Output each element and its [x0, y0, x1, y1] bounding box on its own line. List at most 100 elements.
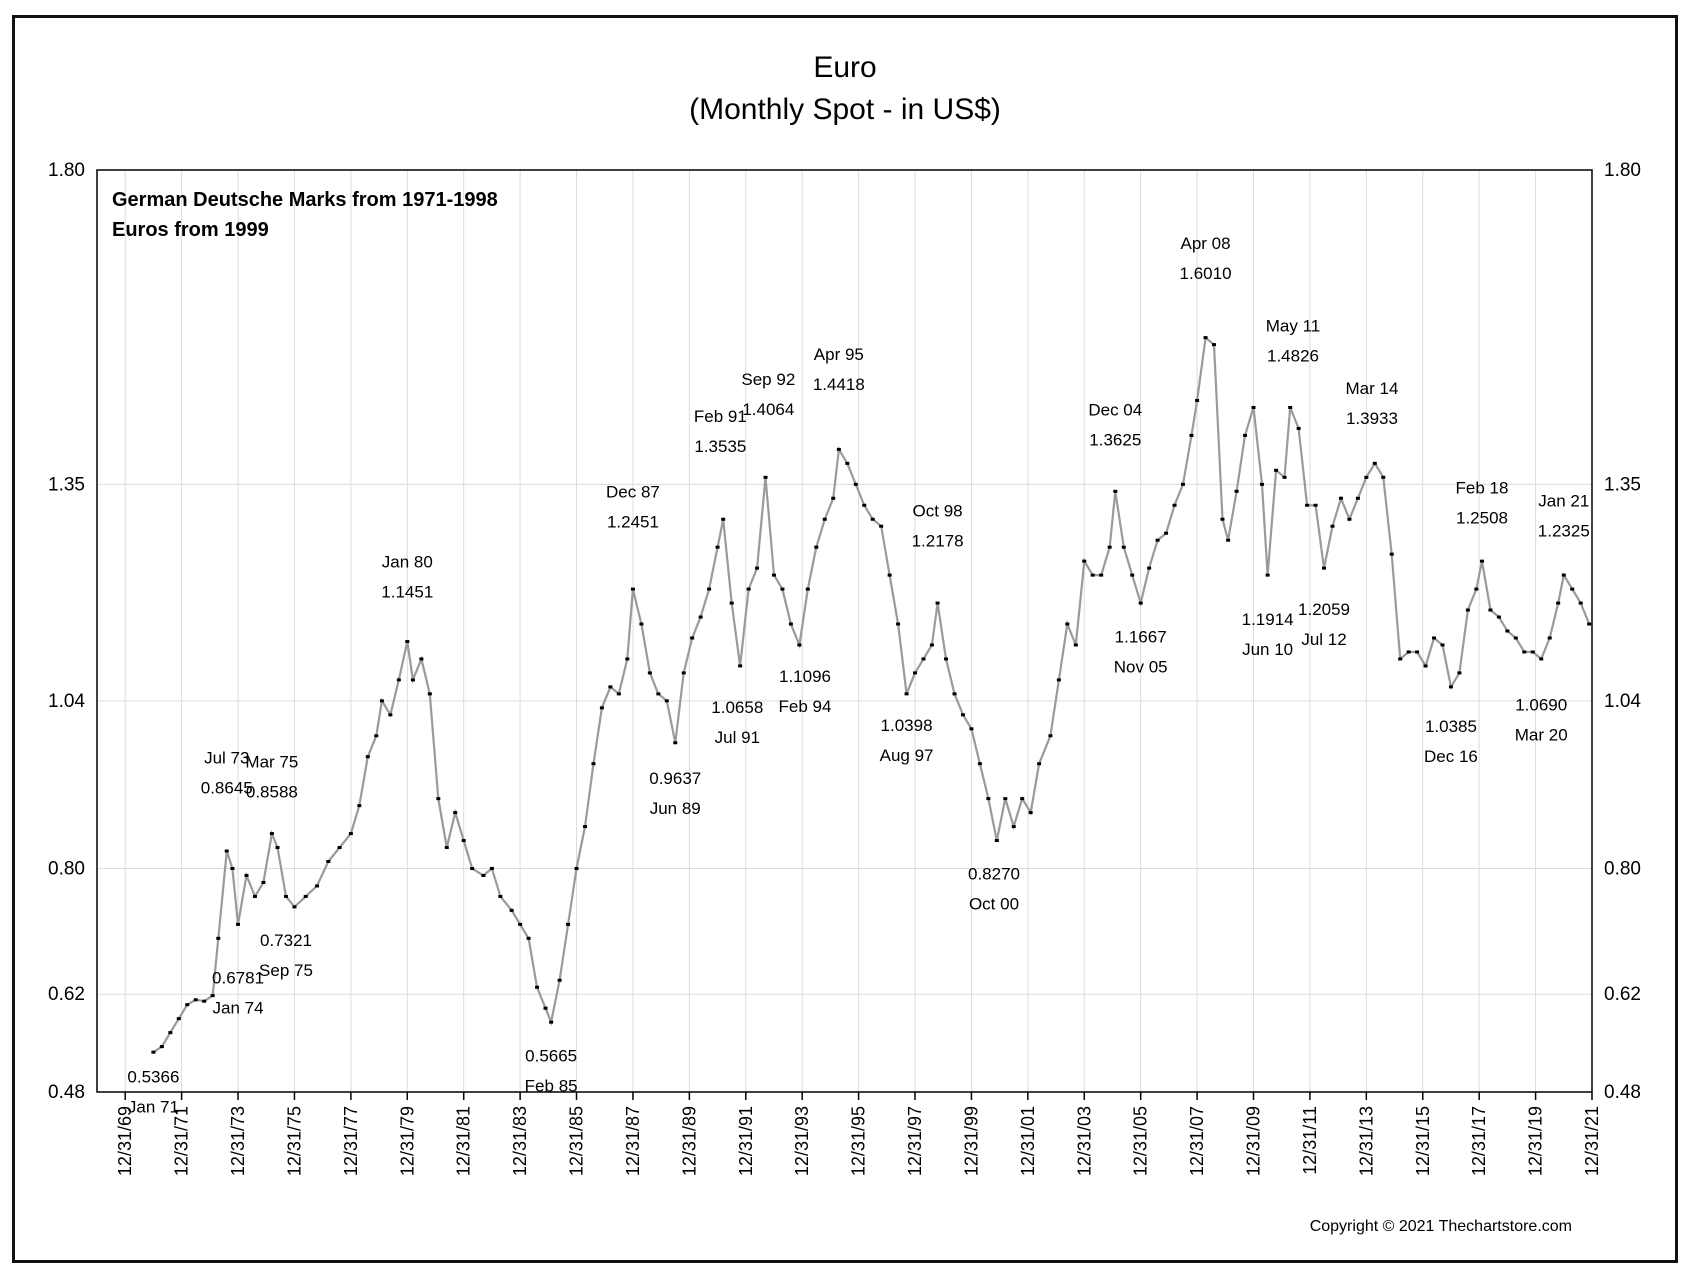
data-point: [283, 894, 288, 898]
chart-note-euros: Euros from 1999: [112, 219, 269, 241]
x-tick-label: 12/31/01: [1018, 1106, 1038, 1176]
data-point: [664, 699, 669, 703]
x-tick-label: 12/31/69: [115, 1106, 135, 1176]
annotation-date: Mar 14: [1346, 379, 1399, 398]
annotation-date: Jan 80: [382, 552, 433, 571]
annotation-date: Dec 04: [1088, 401, 1142, 420]
data-point: [935, 601, 940, 605]
data-point: [1220, 517, 1225, 521]
data-point: [419, 657, 424, 661]
data-point: [853, 482, 858, 486]
data-point: [1164, 531, 1169, 535]
data-point: [763, 475, 768, 479]
data-point: [315, 884, 320, 888]
data-point: [224, 849, 229, 853]
x-tick-label: 12/31/03: [1074, 1106, 1094, 1176]
annotation-value: 1.2508: [1456, 509, 1508, 528]
data-point: [797, 643, 802, 647]
chart-subtitle: (Monthly Spot - in US$): [689, 93, 1001, 126]
data-point: [1121, 545, 1126, 549]
data-point: [721, 517, 726, 521]
data-point: [879, 524, 884, 528]
data-point: [1505, 629, 1510, 633]
annotation-value: 1.1914: [1242, 610, 1294, 629]
x-tick-label: 12/31/11: [1300, 1106, 1320, 1175]
data-point: [176, 1017, 181, 1021]
data-point: [396, 678, 401, 682]
data-point: [1322, 566, 1327, 570]
data-point: [1465, 608, 1470, 612]
annotation-date: Sep 92: [741, 370, 795, 389]
annotation-value: 1.2178: [912, 532, 964, 551]
data-point: [489, 866, 494, 870]
y-tick-label-right: 0.48: [1604, 1082, 1641, 1103]
data-point: [1347, 517, 1352, 521]
data-point: [814, 545, 819, 549]
annotation-value: 0.5366: [127, 1067, 179, 1086]
x-tick-label: 12/31/71: [172, 1106, 192, 1176]
annotation-date: Jun 10: [1242, 640, 1293, 659]
data-point: [216, 936, 221, 940]
data-point: [913, 671, 918, 675]
data-point: [780, 587, 785, 591]
data-point: [608, 685, 613, 689]
data-point: [1259, 482, 1264, 486]
chart-note-marks: German Deutsche Marks from 1971-1998: [112, 189, 498, 211]
annotation-value: 0.8645: [201, 778, 253, 797]
y-tick-label-right: 1.80: [1604, 160, 1641, 181]
x-tick-label: 12/31/97: [905, 1106, 925, 1176]
data-point: [929, 643, 934, 647]
y-tick-label-left: 1.04: [48, 691, 85, 712]
data-point: [746, 587, 751, 591]
data-point: [303, 894, 308, 898]
data-point: [1355, 496, 1360, 500]
data-point: [1113, 489, 1118, 493]
data-point: [952, 692, 957, 696]
x-tick-label: 12/31/85: [567, 1106, 587, 1176]
data-point: [1234, 489, 1239, 493]
data-point: [549, 1020, 554, 1024]
data-point: [1130, 573, 1135, 577]
data-point: [1330, 524, 1335, 528]
data-point: [904, 692, 909, 696]
data-point: [543, 1006, 548, 1010]
data-point: [599, 706, 604, 710]
data-point: [831, 496, 836, 500]
data-point: [210, 994, 215, 998]
data-point: [1415, 650, 1420, 654]
data-point: [1099, 573, 1104, 577]
annotation-date: Jan 21: [1538, 491, 1589, 510]
data-point: [357, 804, 362, 808]
x-tick-label: 12/31/17: [1469, 1106, 1489, 1176]
x-tick-label: 12/31/95: [849, 1106, 869, 1176]
data-point: [994, 839, 999, 843]
data-point: [185, 1003, 190, 1007]
annotation-date: Feb 94: [779, 697, 832, 716]
data-point: [1028, 811, 1033, 815]
data-point: [374, 734, 379, 738]
data-point: [159, 1045, 164, 1049]
annotation-date: Oct 00: [969, 895, 1019, 914]
data-point: [625, 657, 630, 661]
data-point: [202, 999, 207, 1003]
y-tick-label-left: 0.80: [48, 858, 85, 879]
data-point: [1432, 636, 1437, 640]
annotation-value: 1.0658: [711, 698, 763, 717]
x-tick-label: 12/31/77: [341, 1106, 361, 1176]
data-point: [168, 1031, 173, 1035]
annotation-value: 1.0690: [1515, 696, 1567, 715]
x-tick-label: 12/31/99: [961, 1106, 981, 1176]
y-tick-label-right: 1.35: [1604, 474, 1641, 495]
plot-border: [96, 169, 1593, 1093]
data-point: [1522, 650, 1527, 654]
x-tick-label: 12/31/05: [1131, 1106, 1151, 1176]
data-point: [1296, 426, 1301, 430]
data-point: [1398, 657, 1403, 661]
y-tick-label-right: 1.04: [1604, 691, 1641, 712]
data-point: [771, 573, 776, 577]
y-tick-label-left: 1.35: [48, 474, 85, 495]
data-point: [470, 866, 475, 870]
data-point: [1539, 657, 1544, 661]
data-point: [1570, 587, 1575, 591]
